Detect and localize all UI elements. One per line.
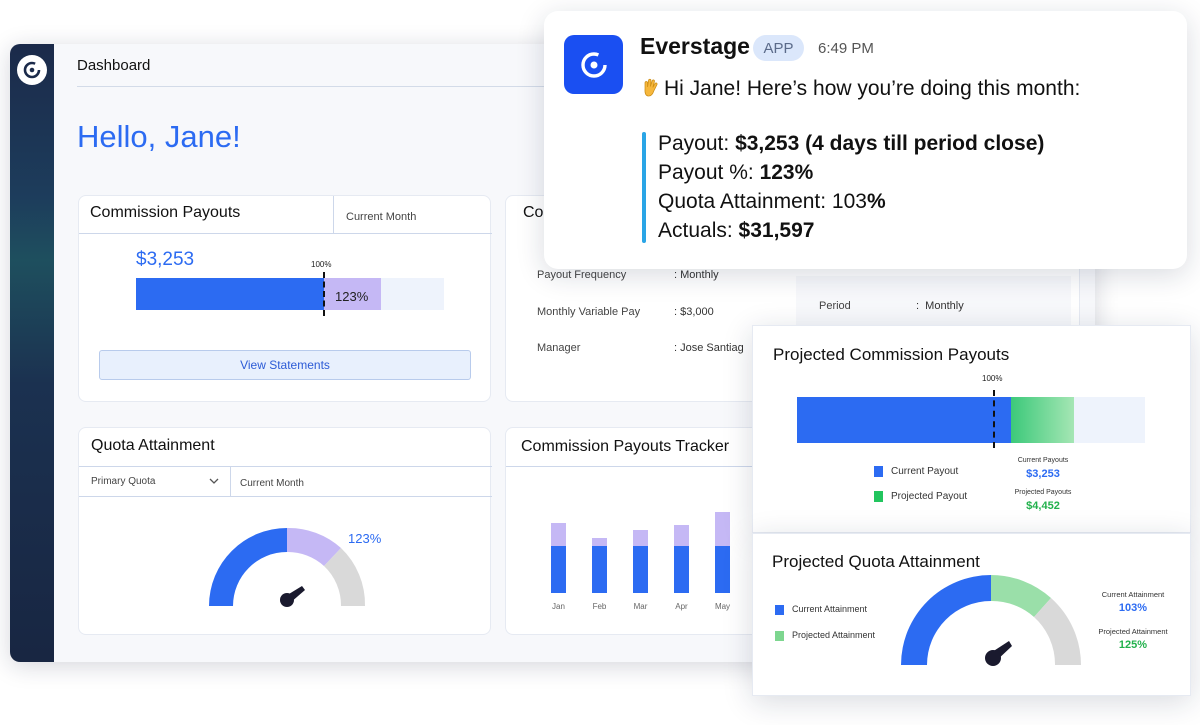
quota-select[interactable]: Primary Quota: [91, 476, 156, 487]
projected-bar-projected: [1011, 397, 1074, 443]
period-value: : Monthly: [916, 300, 964, 312]
tracker-month-label: Feb: [592, 602, 607, 611]
legend-swatch-projected: [874, 491, 883, 502]
app-name: Everstage: [640, 33, 750, 59]
gauge-needle: [284, 586, 305, 603]
legend-projected-attainment: Projected Attainment: [792, 630, 876, 640]
projected-quota-title: Projected Quota Attainment: [772, 552, 980, 571]
message-stats: Payout: $3,253 (4 days till period close…: [658, 129, 1044, 245]
quota-gauge: [209, 527, 366, 607]
plan-details-title: Co: [523, 204, 544, 221]
tracker-bar-excess: [551, 522, 566, 546]
tracker-month-label: Apr: [675, 602, 688, 611]
projected-payouts-label: Projected Payouts: [1014, 489, 1072, 496]
logo-icon: [23, 61, 41, 79]
quote-bar: [642, 132, 646, 243]
gauge-segment-projected: [991, 575, 1051, 617]
tracker-month-label: Jan: [552, 602, 565, 611]
projected-attainment-value: 125%: [1118, 639, 1148, 651]
payout-bar-excess: [324, 278, 381, 310]
tracker-bar-current: [633, 546, 648, 593]
tracker-title: Commission Payouts Tracker: [521, 438, 730, 455]
legend-swatch-projected: [775, 631, 784, 641]
tracker-bar-current: [674, 546, 689, 593]
tracker-bar-excess: [715, 512, 730, 546]
legend-swatch-current: [775, 605, 784, 615]
tracker-bar-current: [715, 546, 730, 593]
current-payouts-value: $3,253: [1026, 468, 1060, 480]
projected-bar-current: [797, 397, 1011, 443]
message-time: 6:49 PM: [818, 40, 874, 57]
legend-current-payout: Current Payout: [891, 466, 959, 477]
projected-attainment-label: Projected Attainment: [1098, 627, 1168, 636]
tracker-bar-excess: [633, 530, 648, 546]
gauge-segment-current: [901, 575, 991, 665]
quota-attainment-card: Quota Attainment Primary Quota Current M…: [78, 427, 492, 635]
target-marker-line: [993, 390, 995, 448]
gauge-segment-excess: [287, 527, 341, 566]
target-marker-label: 100%: [982, 374, 1003, 383]
current-attainment-label: Current Attainment: [1101, 590, 1165, 599]
commission-payouts-title: Commission Payouts: [90, 204, 241, 221]
projected-quota-card: Projected Quota Attainment Current Attai…: [752, 533, 1191, 696]
detail-label: Payout Frequency: [537, 269, 627, 281]
message-greeting: Hi Jane! Here’s how you’re doing this mo…: [664, 77, 1081, 100]
tracker-chart: Jan Feb Mar Apr May: [506, 428, 1081, 636]
detail-value: : Jose Santiag: [674, 342, 744, 354]
detail-value: : $3,000: [674, 306, 714, 318]
current-attainment-value: 103%: [1118, 602, 1148, 614]
target-marker-line: [323, 272, 325, 316]
period-label: Period: [819, 300, 851, 312]
stat-actuals: Actuals: $31,597: [658, 219, 815, 242]
stat-quota-attainment: Quota Attainment: 103%: [658, 190, 886, 213]
stat-payout: Payout: $3,253 (4 days till period close…: [658, 132, 1045, 155]
tracker-bar-excess: [674, 525, 689, 546]
payout-bar-base: [136, 278, 324, 310]
detail-value: : Monthly: [674, 269, 719, 281]
view-statements-button[interactable]: View Statements: [99, 350, 471, 380]
slack-notification: Everstage APP 6:49 PM Hi Jane! Here’s ho…: [544, 11, 1187, 269]
everstage-logo[interactable]: [17, 55, 47, 85]
tracker-month-label: May: [714, 602, 731, 611]
tracker-bar-current: [592, 546, 607, 593]
everstage-app-icon[interactable]: [564, 35, 623, 94]
gauge-segment-current: [209, 528, 287, 606]
waving-hand-icon: [644, 78, 658, 97]
logo-icon: [580, 51, 607, 78]
gauge-segment-remaining: [1034, 598, 1081, 665]
stat-payout-percent: Payout %: 123%: [658, 161, 814, 184]
page-title: Dashboard: [77, 57, 151, 74]
payout-bar-label: 123%: [335, 289, 369, 304]
gauge-needle: [989, 641, 1012, 662]
quota-period-select[interactable]: Current Month: [240, 478, 304, 489]
projected-payouts-card: Projected Commission Payouts 100% Curren…: [752, 325, 1191, 533]
greeting-heading: Hello, Jane!: [77, 119, 241, 154]
quota-percent: 123%: [348, 531, 382, 546]
tracker-month-label: Mar: [633, 602, 648, 611]
target-marker-label: 100%: [311, 260, 332, 269]
gauge-segment-remaining: [324, 548, 366, 606]
detail-label: Monthly Variable Pay: [537, 306, 641, 318]
legend-current-attainment: Current Attainment: [792, 604, 868, 614]
payout-amount: $3,253: [136, 249, 195, 270]
quota-attainment-title: Quota Attainment: [91, 437, 215, 454]
commission-payouts-card: Commission Payouts Current Month $3,253 …: [78, 195, 492, 402]
legend-swatch-current: [874, 466, 883, 477]
current-payouts-label: Current Payouts: [1017, 457, 1069, 464]
tracker-bar-current: [551, 546, 566, 593]
chevron-down-icon[interactable]: [209, 477, 219, 485]
app-badge: APP: [753, 35, 804, 61]
legend-projected-payout: Projected Payout: [891, 491, 968, 502]
tracker-bar-excess: [592, 538, 607, 546]
projected-payouts-value: $4,452: [1026, 500, 1060, 512]
detail-label: Manager: [537, 342, 581, 354]
period-select[interactable]: Current Month: [346, 211, 417, 223]
projected-quota-gauge: [901, 575, 1081, 666]
projected-payouts-title: Projected Commission Payouts: [773, 345, 1010, 364]
header-divider: [77, 86, 557, 87]
sidebar: [10, 44, 54, 662]
